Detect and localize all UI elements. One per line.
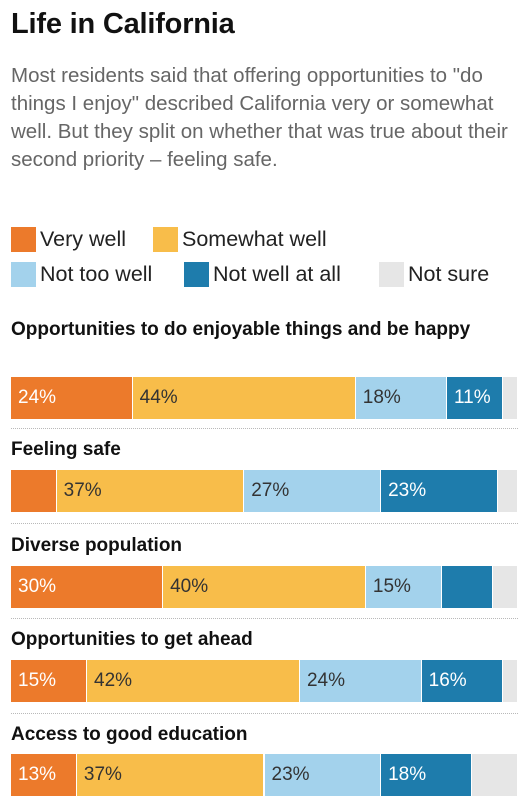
bar-segment: 16% [421, 660, 503, 702]
bar-segment: 18% [355, 377, 447, 419]
category-label: Access to good education [11, 724, 248, 745]
legend-item-not-well-at-all: Not well at all [184, 259, 341, 289]
chart-subtitle: Most residents said that offering opport… [11, 64, 508, 171]
category-label: Opportunities to do enjoyable things and… [11, 319, 471, 340]
data-label: 24% [306, 670, 346, 691]
bar-segment [11, 470, 57, 512]
bar-segment: 24% [11, 377, 133, 419]
data-label: 13% [18, 764, 57, 785]
bar-segment: 27% [244, 470, 382, 512]
bar-segment [472, 754, 518, 796]
bar-segment: 44% [132, 377, 356, 419]
bar-segment: 15% [11, 660, 88, 702]
data-label: 44% [139, 387, 178, 408]
data-label: 37% [83, 764, 122, 785]
category-label: Feeling safe [11, 439, 121, 460]
chart-title: Life in California [11, 8, 235, 40]
row-separator [11, 428, 518, 429]
data-label: 24% [18, 387, 57, 408]
data-label: 23% [388, 480, 427, 501]
bar-segment: 24% [299, 660, 422, 702]
legend-label: Very well [40, 226, 127, 251]
data-label: 40% [170, 576, 209, 597]
bar-segment: 18% [381, 754, 473, 796]
bar-segment [497, 470, 518, 512]
data-label: 37% [63, 480, 102, 501]
legend-item-not-too-well: Not too well [11, 259, 152, 289]
bar-segment: 23% [381, 470, 498, 512]
data-label: 27% [251, 480, 290, 501]
stacked-bar: 13% 37% 23% 18% [11, 754, 518, 796]
bar-segment: 30% [11, 566, 164, 608]
bar-segment: 23% [264, 754, 382, 796]
row-separator [11, 523, 518, 524]
legend-swatch [153, 226, 178, 252]
bar-segment [492, 566, 518, 608]
bar-segment [441, 566, 493, 608]
data-label: 16% [428, 670, 467, 691]
bar-segment: 15% [365, 566, 442, 608]
bar-segment: 42% [87, 660, 300, 702]
row-separator [11, 618, 518, 619]
data-label: 18% [388, 764, 427, 785]
legend-item-very-well: Very well [11, 224, 126, 254]
bar-segment [502, 660, 518, 702]
legend-label: Not well at all [213, 261, 341, 286]
legend-item-somewhat-well: Somewhat well [153, 224, 327, 254]
data-label: 42% [94, 670, 133, 691]
legend-label: Not sure [408, 261, 490, 286]
stacked-bar: 15% 42% 24% 16% [11, 660, 518, 702]
stacked-bar: 30% 40% 15% [11, 566, 518, 608]
legend-item-not-sure: Not sure [379, 259, 489, 289]
legend-swatch [379, 261, 404, 287]
data-label: 11% [454, 387, 491, 408]
data-label: 30% [18, 576, 57, 597]
legend-label: Somewhat well [182, 226, 327, 251]
bar-segment: 11% [447, 377, 503, 419]
row-separator [11, 713, 518, 714]
legend: Very well Somewhat well Not too well Not… [11, 224, 521, 290]
bar-segment: 37% [76, 754, 265, 796]
bar-segment: 13% [11, 754, 77, 796]
bar-segment [502, 377, 518, 419]
stacked-bar: 24% 44% 18% 11% [11, 377, 518, 419]
data-label: 23% [271, 764, 310, 785]
bar-segment: 40% [163, 566, 366, 608]
bar-segment: 37% [56, 470, 245, 512]
legend-swatch [11, 226, 36, 252]
stacked-bar: 37% 27% 23% [11, 470, 518, 512]
data-label: 18% [362, 387, 401, 408]
legend-swatch [184, 261, 209, 287]
data-label: 15% [372, 576, 411, 597]
data-label: 15% [18, 670, 57, 691]
legend-label: Not too well [40, 261, 153, 286]
category-label: Diverse population [11, 535, 183, 556]
legend-swatch [11, 261, 36, 287]
category-label: Opportunities to get ahead [11, 629, 253, 650]
